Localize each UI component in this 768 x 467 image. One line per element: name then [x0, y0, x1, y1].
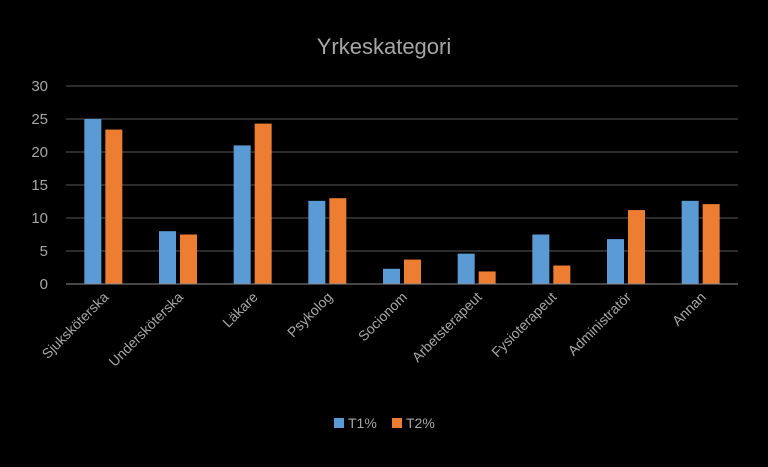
bar-t2-1: [180, 234, 197, 284]
x-category-label: Läkare: [219, 289, 261, 331]
bar-t1-8: [681, 200, 699, 284]
x-category-label: Undersköterska: [105, 289, 186, 370]
x-category-label: Arbetsterapeut: [409, 289, 485, 365]
bar-t2-2: [254, 123, 272, 285]
y-tick-label: 0: [40, 276, 48, 293]
bar-t1-4: [383, 268, 400, 284]
legend-label: T1%: [348, 415, 377, 431]
y-tick-label: 20: [31, 144, 48, 161]
bar-t1-0: [84, 119, 102, 284]
bar-t2-3: [329, 198, 347, 284]
bar-t2-4: [404, 259, 421, 284]
bar-t1-2: [233, 145, 251, 284]
y-axis-ticks: 0 5 10 15 20 25 30: [31, 78, 48, 293]
legend-swatch: [392, 418, 402, 428]
y-tick-label: 30: [31, 78, 48, 95]
y-tick-label: 10: [31, 210, 48, 227]
x-category-label: Administratör: [564, 289, 634, 359]
y-tick-label: 15: [31, 177, 48, 194]
chart-title: Yrkeskategori: [317, 34, 452, 59]
bar-t2-0: [105, 129, 123, 284]
x-category-label: Sjuksköterska: [39, 289, 112, 362]
legend-swatch: [334, 418, 344, 428]
y-tick-label: 5: [40, 243, 48, 260]
bar-t1-6: [532, 234, 550, 284]
y-tick-label: 25: [31, 111, 48, 128]
bar-t1-7: [607, 239, 624, 284]
bar-t2-7: [628, 210, 645, 284]
bar-t1-3: [308, 200, 326, 284]
bars: [84, 119, 720, 285]
x-category-label: Annan: [669, 289, 709, 329]
x-category-label: Fysioterapeut: [488, 289, 559, 360]
legend: T1% T2%: [334, 415, 435, 431]
bar-t2-5: [478, 271, 496, 284]
x-category-label: Socionom: [355, 289, 410, 344]
x-category-label: Psykolog: [284, 289, 335, 340]
legend-label: T2%: [406, 415, 435, 431]
bar-t2-6: [553, 265, 571, 284]
bar-t1-1: [159, 231, 176, 284]
gridlines: [66, 85, 738, 252]
bar-t2-8: [702, 204, 720, 284]
bar-t1-5: [457, 253, 475, 284]
